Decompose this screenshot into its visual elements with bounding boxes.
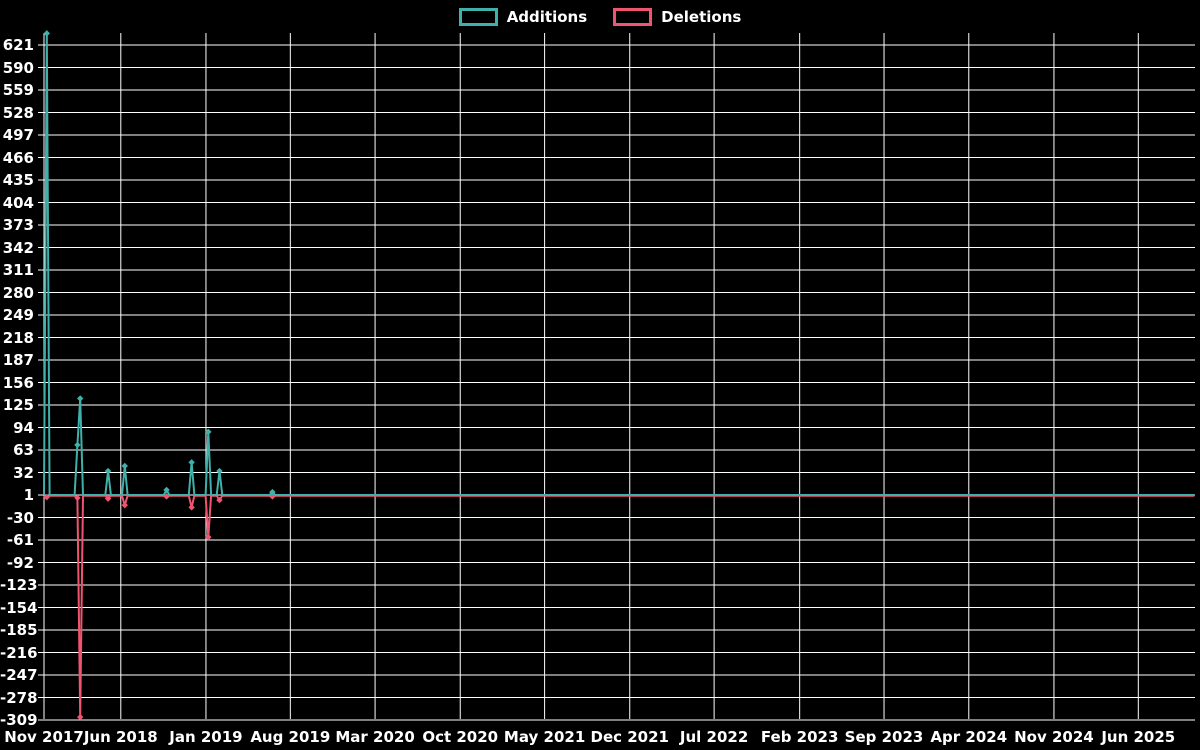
y-tick-label: 311: [2, 261, 34, 279]
deletions-point-marker[interactable]: [77, 713, 84, 721]
y-tick-label: 466: [2, 148, 34, 167]
x-tick-label: Jul 2022: [679, 728, 749, 746]
y-tick-label: -185: [0, 621, 38, 639]
additions-point-marker[interactable]: [163, 486, 170, 494]
y-tick-label: 404: [2, 193, 34, 212]
x-tick-label: Sep 2023: [844, 728, 924, 746]
deletions-point-marker[interactable]: [188, 504, 195, 511]
y-tick-label: 373: [2, 216, 34, 234]
additions-point-marker[interactable]: [269, 488, 276, 496]
deletions-point-marker[interactable]: [74, 494, 81, 502]
x-tick-label: Jun 2018: [83, 728, 158, 746]
x-tick-label: May 2021: [503, 728, 586, 746]
y-tick-label: -216: [0, 643, 38, 662]
y-tick-label: 528: [2, 103, 34, 122]
additions-point-marker[interactable]: [43, 30, 50, 37]
y-tick-label: 125: [2, 396, 34, 414]
y-tick-label: -247: [0, 666, 38, 684]
y-tick-label: 94: [13, 418, 34, 437]
x-tick-label: Jan 2019: [169, 728, 243, 746]
y-tick-label: 249: [2, 306, 34, 324]
legend-item-deletions[interactable]: Deletions: [613, 8, 741, 26]
y-tick-label: 590: [2, 58, 34, 77]
additions-swatch-icon: [458, 8, 498, 26]
legend-label-deletions: Deletions: [661, 7, 742, 26]
x-tick-label: Jun 2025: [1101, 728, 1176, 746]
legend-item-additions[interactable]: Additions: [458, 7, 588, 26]
y-tick-label: 63: [13, 441, 34, 459]
y-tick-label: 32: [13, 463, 34, 482]
additions-point-marker[interactable]: [74, 441, 81, 449]
y-tick-label: -278: [0, 688, 38, 707]
y-tick-label: 497: [2, 126, 34, 144]
y-tick-label: -154: [0, 598, 38, 617]
x-tick-label: Dec 2021: [590, 728, 670, 746]
y-tick-label: 218: [2, 328, 34, 347]
additions-point-marker[interactable]: [216, 467, 223, 475]
deletions-point-marker[interactable]: [104, 495, 112, 502]
x-tick-label: Aug 2019: [250, 728, 331, 746]
additions-point-marker[interactable]: [205, 428, 212, 436]
y-tick-label: -30: [6, 508, 34, 527]
x-tick-label: Mar 2020: [335, 728, 415, 746]
additions-line: [43, 33, 1195, 496]
x-tick-label: Apr 2024: [930, 728, 1008, 746]
additions-point-marker[interactable]: [188, 459, 195, 466]
legend-label-additions: Additions: [506, 7, 588, 26]
deletions-point-marker[interactable]: [205, 533, 212, 541]
deletions-point-marker[interactable]: [121, 501, 128, 509]
deletions-swatch-icon: [613, 8, 653, 26]
y-tick-label: 156: [2, 373, 34, 392]
y-tick-label: 559: [2, 81, 34, 99]
y-tick-label: 280: [2, 283, 34, 302]
y-tick-label: 1: [23, 486, 34, 504]
y-tick-label: -61: [6, 531, 34, 549]
y-tick-label: -309: [0, 711, 38, 729]
deletions-point-marker[interactable]: [216, 496, 223, 504]
chart-legend: Additions Deletions: [0, 5, 1200, 29]
x-tick-label: Feb 2023: [760, 728, 839, 746]
deletions-line: [43, 494, 1195, 718]
x-tick-label: Nov 2024: [1014, 728, 1094, 746]
additions-point-marker[interactable]: [77, 395, 84, 402]
deletions-point-marker[interactable]: [43, 493, 50, 501]
y-tick-label: -123: [0, 576, 38, 594]
x-tick-label: Oct 2020: [422, 728, 499, 746]
additions-point-marker[interactable]: [104, 467, 112, 475]
y-tick-label: 621: [2, 36, 34, 54]
y-tick-label: -92: [6, 553, 34, 572]
y-tick-label: 435: [2, 171, 34, 189]
x-tick-label: Nov 2017: [4, 728, 84, 746]
additions-point-marker[interactable]: [121, 462, 128, 470]
y-tick-label: 342: [2, 238, 34, 257]
y-tick-label: 187: [2, 351, 34, 369]
